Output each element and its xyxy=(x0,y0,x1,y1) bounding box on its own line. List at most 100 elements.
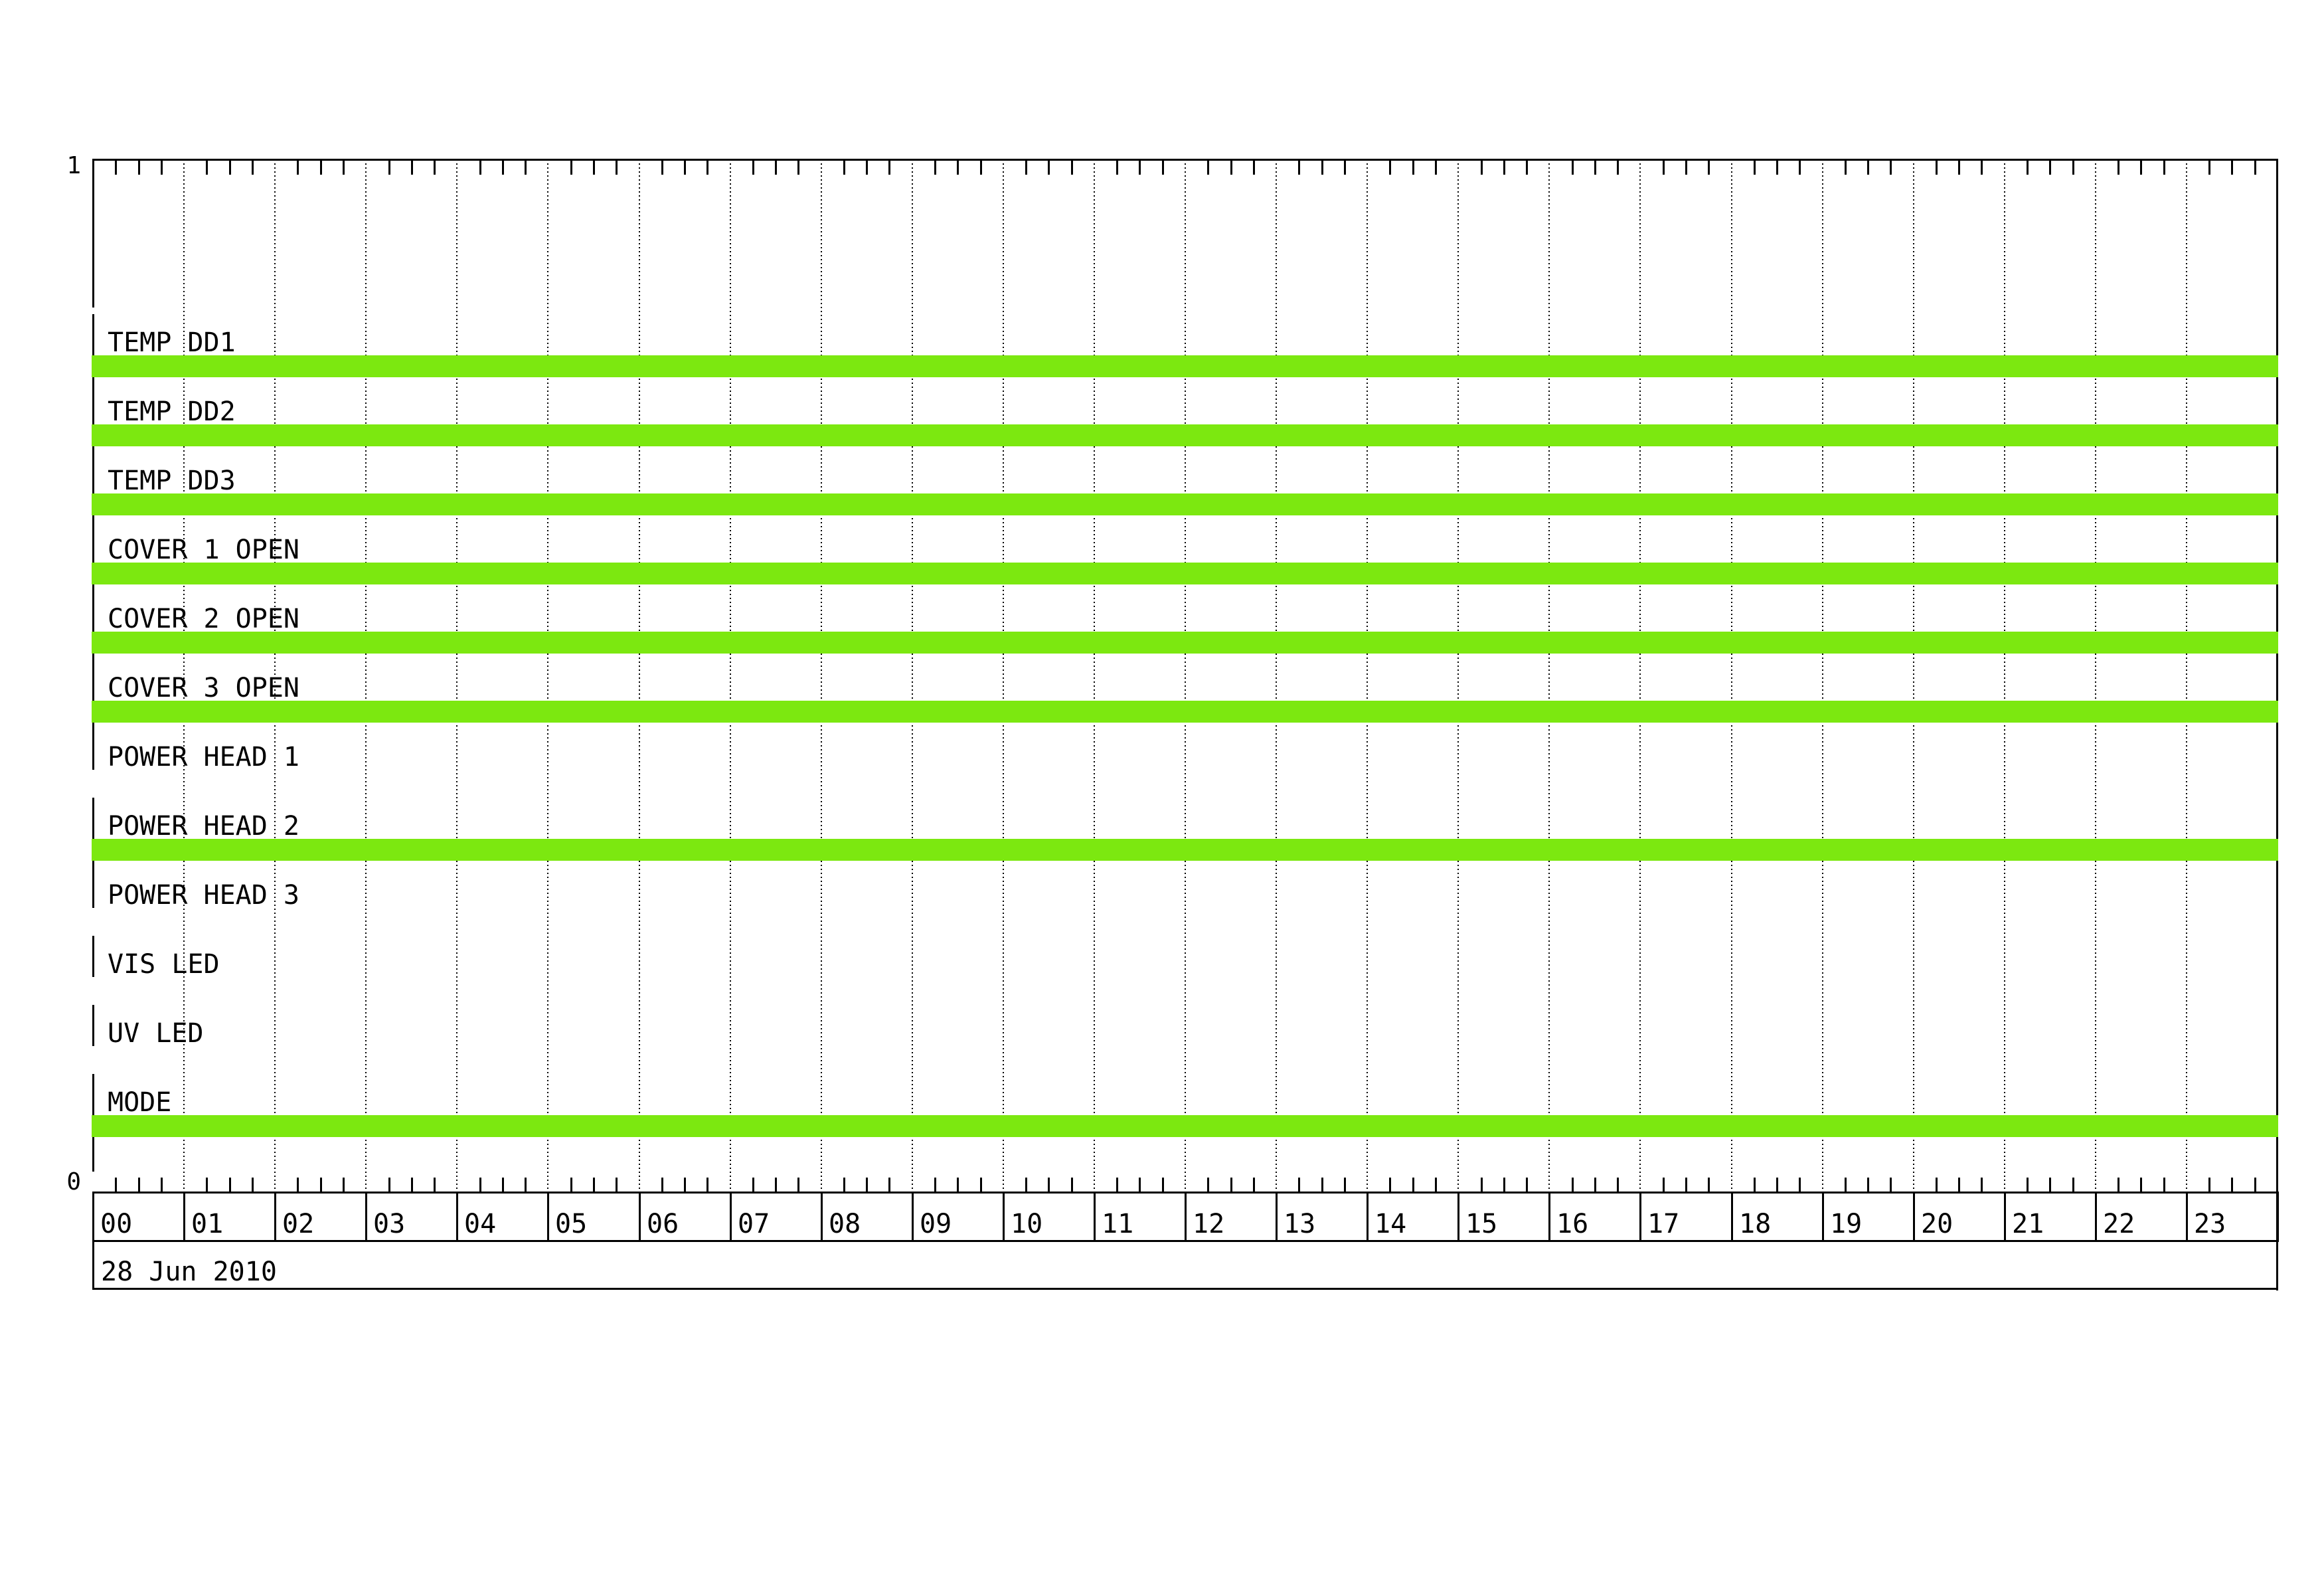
hour-cell-separator xyxy=(1367,1192,1369,1242)
hour-cell-separator xyxy=(547,1192,549,1242)
channel-axis-segment-below-bar xyxy=(92,1137,94,1172)
minor-tick-top xyxy=(1503,161,1505,175)
minor-tick-top xyxy=(1253,161,1255,175)
hour-gridline xyxy=(1276,159,1277,1192)
channel-axis-segment-below-bar xyxy=(92,654,94,661)
hour-label: 05 xyxy=(555,1209,588,1239)
channel-axis-segment xyxy=(92,452,94,493)
minor-tick-top xyxy=(479,161,481,175)
minor-tick-top xyxy=(2027,161,2029,175)
hour-cell-separator xyxy=(1094,1192,1096,1242)
hour-gridline xyxy=(1548,159,1550,1192)
hour-gridline xyxy=(274,159,276,1192)
channel-active-bar xyxy=(92,424,2278,446)
minor-tick-bottom xyxy=(2049,1178,2051,1192)
minor-tick-bottom xyxy=(297,1178,299,1192)
minor-tick-top xyxy=(1071,161,1073,175)
minor-tick-top xyxy=(1048,161,1050,175)
hour-gridline xyxy=(365,159,367,1192)
hour-cell-separator xyxy=(274,1192,276,1242)
minor-tick-top xyxy=(1799,161,1801,175)
hour-cell-separator xyxy=(912,1192,914,1242)
minor-tick-bottom xyxy=(525,1178,527,1192)
minor-tick-top xyxy=(525,161,527,175)
minor-tick-bottom xyxy=(1025,1178,1027,1192)
channel-axis-segment-below-bar xyxy=(92,723,94,730)
minor-tick-bottom xyxy=(888,1178,890,1192)
hour-label: 11 xyxy=(1102,1209,1134,1239)
minor-tick-top xyxy=(2254,161,2256,175)
minor-tick-top xyxy=(1207,161,1209,175)
hour-cell-separator xyxy=(1731,1192,1733,1242)
minor-tick-top xyxy=(1116,161,1118,175)
channel-label: COVER 2 OPEN xyxy=(108,604,299,634)
hour-gridline xyxy=(1003,159,1004,1192)
minor-tick-bottom xyxy=(1139,1178,1141,1192)
minor-tick-bottom xyxy=(1230,1178,1232,1192)
minor-tick-bottom xyxy=(2072,1178,2074,1192)
hour-gridline xyxy=(1185,159,1186,1192)
y-axis-label-top: 1 xyxy=(66,152,81,179)
minor-tick-bottom xyxy=(980,1178,982,1192)
minor-tick-top xyxy=(1754,161,1756,175)
plot-frame-right xyxy=(2276,159,2278,1290)
hour-label: 07 xyxy=(738,1209,770,1239)
hour-gridline xyxy=(1094,159,1095,1192)
minor-tick-bottom xyxy=(843,1178,845,1192)
minor-tick-top xyxy=(957,161,959,175)
minor-tick-bottom xyxy=(343,1178,345,1192)
minor-tick-bottom xyxy=(138,1178,140,1192)
hour-gridline xyxy=(1913,159,1914,1192)
channel-axis-segment-below-bar xyxy=(92,377,94,385)
minor-tick-top xyxy=(2163,161,2165,175)
minor-tick-top xyxy=(866,161,868,175)
minor-tick-bottom xyxy=(252,1178,254,1192)
hour-gridline xyxy=(1822,159,1823,1192)
minor-tick-top xyxy=(1617,161,1619,175)
hour-cell-separator xyxy=(1822,1192,1824,1242)
channel-label: TEMP DD2 xyxy=(108,397,236,427)
minor-tick-top xyxy=(661,161,663,175)
minor-tick-top xyxy=(2117,161,2119,175)
channel-axis-segment xyxy=(92,660,94,701)
hour-gridline xyxy=(1639,159,1641,1192)
minor-tick-bottom xyxy=(661,1178,663,1192)
hour-gridline xyxy=(821,159,822,1192)
minor-tick-top xyxy=(1230,161,1232,175)
hour-gridline xyxy=(730,159,731,1192)
minor-tick-bottom xyxy=(1207,1178,1209,1192)
minor-tick-bottom xyxy=(1663,1178,1665,1192)
channel-axis-segment-below-bar xyxy=(92,861,94,868)
minor-tick-bottom xyxy=(502,1178,504,1192)
minor-tick-bottom xyxy=(1389,1178,1391,1192)
hour-label: 21 xyxy=(2012,1209,2044,1239)
minor-tick-top xyxy=(138,161,140,175)
minor-tick-bottom xyxy=(1503,1178,1505,1192)
channel-axis-segment-below-bar xyxy=(92,446,94,454)
minor-tick-bottom xyxy=(2027,1178,2029,1192)
minor-tick-bottom xyxy=(1048,1178,1050,1192)
minor-tick-bottom xyxy=(115,1178,117,1192)
minor-tick-top xyxy=(252,161,254,175)
minor-tick-top xyxy=(1389,161,1391,175)
hour-gridline xyxy=(1457,159,1459,1192)
minor-tick-bottom xyxy=(411,1178,413,1192)
minor-tick-bottom xyxy=(616,1178,618,1192)
minor-tick-top xyxy=(1025,161,1027,175)
hour-label: 19 xyxy=(1830,1209,1863,1239)
channel-label: COVER 1 OPEN xyxy=(108,535,299,565)
minor-tick-bottom xyxy=(1776,1178,1778,1192)
minor-tick-bottom xyxy=(1845,1178,1847,1192)
minor-tick-top xyxy=(1412,161,1414,175)
channel-label: VIS LED xyxy=(108,949,220,980)
channel-axis-segment-below-bar xyxy=(92,584,94,592)
minor-tick-bottom xyxy=(1435,1178,1437,1192)
hour-cell-separator xyxy=(1913,1192,1915,1242)
hour-cell-separator xyxy=(1548,1192,1550,1242)
hour-gridline xyxy=(2186,159,2187,1192)
hour-label: 23 xyxy=(2194,1209,2226,1239)
minor-tick-top xyxy=(797,161,799,175)
hour-cell-separator xyxy=(1003,1192,1005,1242)
channel-axis-segment xyxy=(92,867,94,908)
